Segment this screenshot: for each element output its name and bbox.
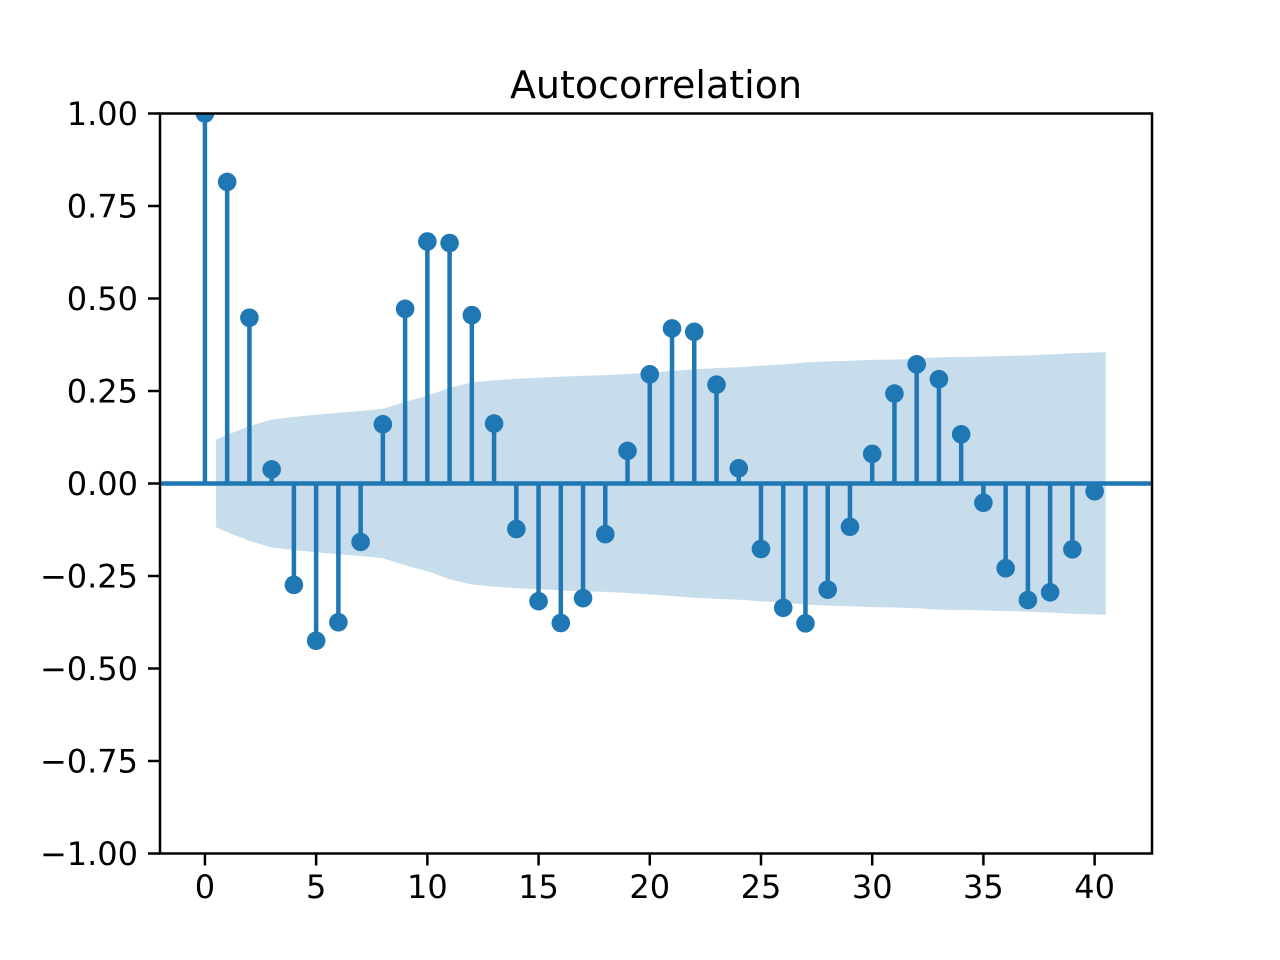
stem-marker <box>195 113 215 123</box>
stem-marker <box>640 365 660 384</box>
stem-marker <box>351 532 370 552</box>
stem-marker <box>907 355 926 374</box>
x-tick-label: 35 <box>963 868 1004 906</box>
stem-marker <box>1085 481 1104 501</box>
stem-marker <box>240 308 259 328</box>
x-tick-label: 20 <box>629 868 670 906</box>
stem-marker <box>329 612 348 632</box>
x-tick-label: 25 <box>741 868 782 906</box>
stem-marker <box>707 375 726 395</box>
stem-marker <box>974 493 993 513</box>
stem-marker <box>729 459 749 478</box>
y-tick-label: −0.25 <box>40 558 138 596</box>
stem-marker <box>484 414 504 433</box>
y-tick-label: 0.25 <box>67 373 138 411</box>
stem-marker <box>840 517 860 537</box>
stem-marker <box>751 539 771 559</box>
stem-marker <box>796 614 815 633</box>
stem-marker <box>551 613 571 633</box>
stem-marker <box>529 591 548 611</box>
y-tick-label: −0.50 <box>40 650 138 688</box>
stem-marker <box>262 460 281 479</box>
stem-marker <box>418 232 437 251</box>
stem-marker <box>1018 590 1038 610</box>
x-tick-label: 15 <box>518 868 559 906</box>
stem-marker <box>684 322 704 342</box>
stem-marker <box>862 444 882 464</box>
stem-marker <box>395 299 415 319</box>
x-tick-label: 10 <box>407 868 448 906</box>
y-tick-label: 1.00 <box>67 95 138 133</box>
y-tick-label: 0.50 <box>67 280 138 318</box>
stem-marker <box>996 558 1015 578</box>
stem-marker <box>507 519 526 539</box>
stem-marker <box>662 319 682 338</box>
chart-title: Autocorrelation <box>510 63 802 107</box>
stem-marker <box>929 369 949 389</box>
stem-marker <box>773 598 793 618</box>
stem-marker <box>618 441 637 461</box>
y-tick-label: −1.00 <box>40 835 138 873</box>
x-tick-label: 30 <box>852 868 893 906</box>
stem-marker <box>885 384 904 403</box>
stem-marker <box>440 233 459 253</box>
x-tick-label: 40 <box>1074 868 1115 906</box>
stem-marker <box>818 580 838 599</box>
axis-layer: 0 5 10 15 20 25 30 35 40 1.00 0.75 0.50 0.25 0.00 −0.2… <box>40 95 1115 906</box>
stem-marker <box>1040 582 1060 602</box>
x-tick-label: 0 <box>195 868 215 906</box>
y-tick-label: 0.75 <box>67 188 138 226</box>
y-tick-label: 0.00 <box>67 465 138 503</box>
x-tick-label: 5 <box>306 868 326 906</box>
stem-marker <box>284 575 304 595</box>
stem-marker <box>595 524 615 544</box>
axes-frame <box>158 112 1154 855</box>
stem-marker <box>462 305 482 325</box>
plot-data-layer <box>160 113 1152 651</box>
stem-marker <box>573 588 593 608</box>
stem-marker <box>1063 540 1082 559</box>
stem-marker <box>951 424 971 444</box>
stem-marker <box>306 631 326 651</box>
y-tick-label: −0.75 <box>40 743 138 781</box>
stem-marker <box>373 415 393 434</box>
stem-marker <box>217 172 237 192</box>
